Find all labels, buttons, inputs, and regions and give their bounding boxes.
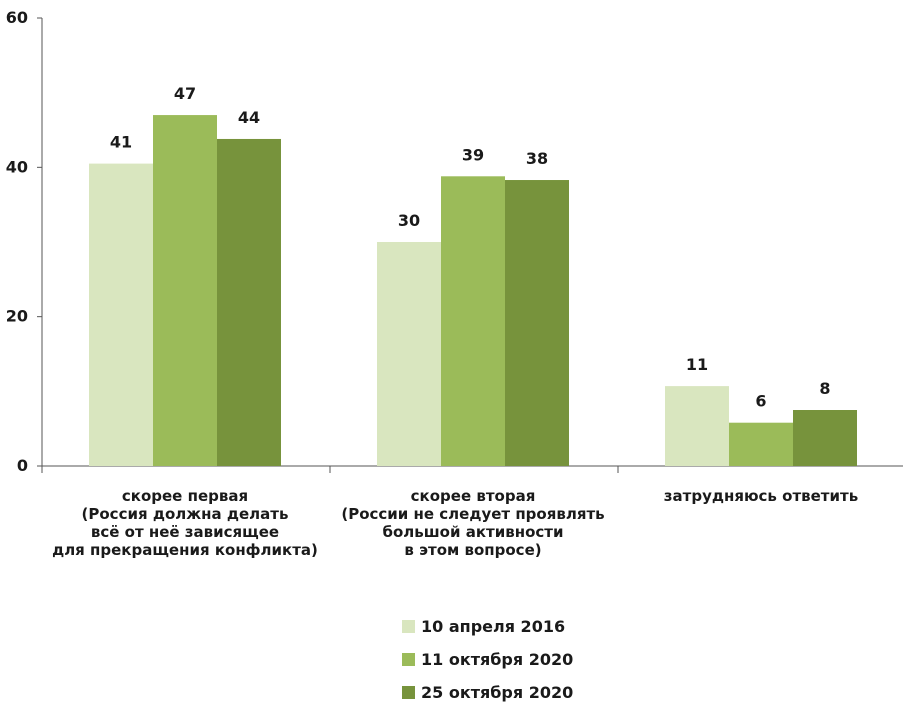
y-axis: 0 20 40 60 xyxy=(6,8,43,475)
data-label: 44 xyxy=(238,108,260,127)
bar xyxy=(377,242,441,466)
bar xyxy=(89,163,153,466)
legend-label: 11 октября 2020 xyxy=(421,650,574,669)
data-label: 11 xyxy=(686,355,708,374)
y-tick-label: 60 xyxy=(6,8,28,27)
category-label-second: скорее вторая (России не следует проявлят… xyxy=(341,487,605,559)
bar xyxy=(505,180,569,466)
legend-item-oct11-2020: 11 октября 2020 xyxy=(402,643,573,676)
data-label: 47 xyxy=(174,84,196,103)
data-label: 30 xyxy=(398,211,420,230)
legend-swatch xyxy=(402,653,415,666)
y-tick-label: 20 xyxy=(6,307,28,326)
data-label: 38 xyxy=(526,149,548,168)
x-axis xyxy=(41,465,903,473)
category-label-first: скорее первая (Россия должна делать всё от… xyxy=(52,487,318,559)
bar xyxy=(729,422,793,466)
bar xyxy=(665,386,729,466)
bar-chart: 0 20 40 60 41 47 44 30 39 38 11 6 8 xyxy=(6,8,903,475)
y-tick-label: 0 xyxy=(17,456,28,475)
y-tick-label: 40 xyxy=(6,157,28,176)
bar xyxy=(217,138,281,466)
legend-item-oct25-2020: 25 октября 2020 xyxy=(402,676,573,709)
bar xyxy=(793,410,857,466)
data-label: 8 xyxy=(819,379,830,398)
data-labels: 41 47 44 30 39 38 11 6 8 xyxy=(110,84,831,411)
bar xyxy=(441,176,505,466)
data-label: 39 xyxy=(462,145,484,164)
legend-swatch xyxy=(402,686,415,699)
bars xyxy=(89,115,857,467)
data-label: 6 xyxy=(755,392,766,411)
legend-item-2016: 10 апреля 2016 xyxy=(402,610,573,643)
data-label: 41 xyxy=(110,133,132,152)
legend-label: 25 октября 2020 xyxy=(421,683,574,702)
bar xyxy=(153,115,217,467)
category-label-third: затрудняюсь ответить xyxy=(663,487,859,505)
legend: 10 апреля 2016 11 октября 2020 25 октябр… xyxy=(402,610,573,709)
legend-swatch xyxy=(402,620,415,633)
legend-label: 10 апреля 2016 xyxy=(421,617,566,636)
